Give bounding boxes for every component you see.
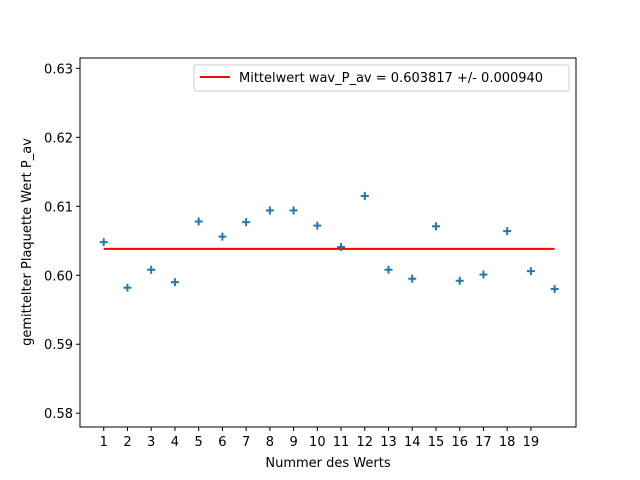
data-point	[99, 238, 108, 247]
x-tick-label: 11	[333, 435, 350, 450]
data-point	[550, 285, 559, 294]
x-tick-label: 5	[195, 435, 203, 450]
data-point	[503, 227, 512, 236]
plot-frame	[79, 57, 577, 428]
x-tick-label: 10	[309, 435, 326, 450]
data-point	[408, 274, 417, 283]
x-tick-label: 8	[266, 435, 274, 450]
legend: Mittelwert wav_P_av = 0.603817 +/- 0.000…	[193, 64, 570, 92]
data-point	[360, 191, 369, 200]
data-point	[147, 265, 156, 274]
y-tick-label: 0.63	[44, 62, 73, 77]
x-tick-label: 1	[100, 435, 108, 450]
plot-layer	[99, 191, 559, 294]
x-axis: 1 2 3 4 5 6 7 8 9 10 11 12 13 14 15 16 17 18 19	[100, 427, 540, 450]
x-tick-label: 15	[428, 435, 445, 450]
x-tick-label: 2	[123, 435, 131, 450]
data-point	[123, 283, 132, 292]
x-tick-label: 13	[380, 435, 397, 450]
x-tick-label: 3	[147, 435, 155, 450]
x-tick-label: 19	[523, 435, 540, 450]
data-point	[194, 217, 203, 226]
y-tick-label: 0.61	[44, 200, 73, 215]
x-tick-label: 16	[451, 435, 468, 450]
data-point	[170, 278, 179, 287]
x-tick-label: 17	[475, 435, 492, 450]
legend-label-mean: Mittelwert wav_P_av = 0.603817 +/- 0.000…	[239, 71, 543, 86]
data-point	[479, 270, 488, 279]
data-point	[242, 218, 251, 227]
data-point	[431, 222, 440, 231]
x-tick-label: 9	[289, 435, 297, 450]
data-point	[265, 206, 274, 215]
data-point	[218, 232, 227, 241]
x-tick-label: 18	[499, 435, 516, 450]
x-tick-label: 6	[218, 435, 226, 450]
y-tick-label: 0.59	[44, 338, 73, 353]
x-tick-label: 14	[404, 435, 421, 450]
x-tick-label: 7	[242, 435, 250, 450]
y-tick-label: 0.58	[44, 407, 73, 422]
x-axis-label: Nummer des Werts	[265, 456, 390, 471]
data-point	[526, 267, 535, 276]
data-point	[289, 206, 298, 215]
data-point	[337, 242, 346, 251]
x-tick-label: 12	[357, 435, 374, 450]
y-axis-label: gemittelter Plaquette Wert P_av	[20, 138, 35, 346]
x-tick-label: 4	[171, 435, 179, 450]
y-tick-label: 0.60	[44, 269, 73, 284]
legend-box	[193, 64, 570, 92]
data-point	[455, 276, 464, 285]
y-tick-label: 0.62	[44, 131, 73, 146]
y-axis: 0.58 0.59 0.60 0.61 0.62 0.63	[44, 62, 80, 422]
data-point	[384, 265, 393, 274]
data-point	[313, 221, 322, 230]
